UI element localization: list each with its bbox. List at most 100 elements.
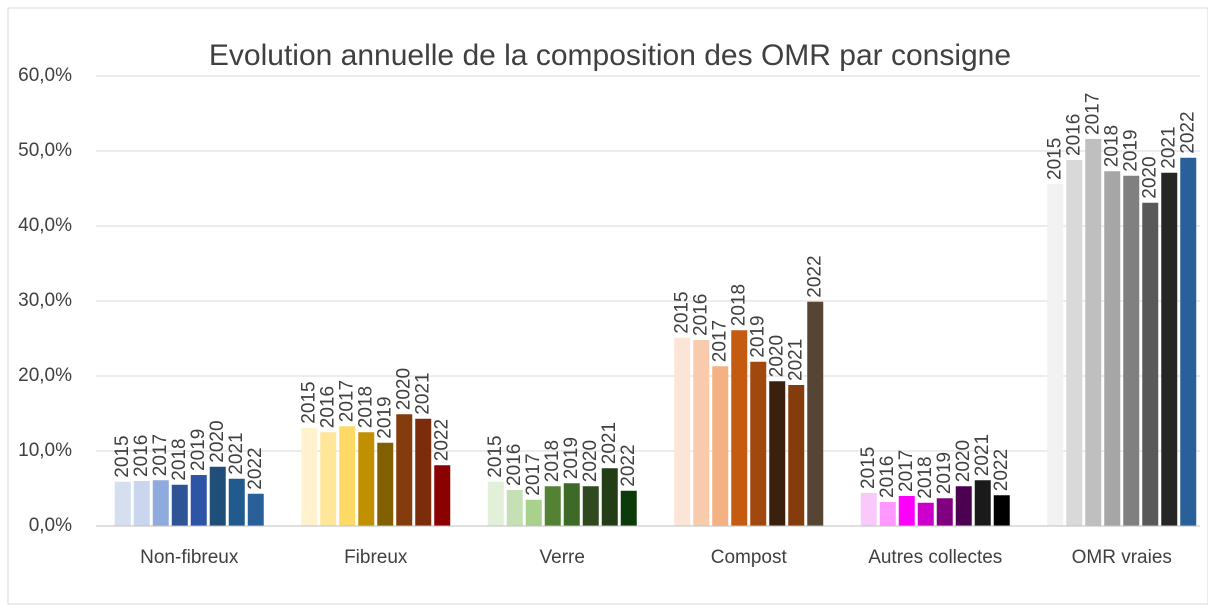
data-label: 2015 xyxy=(298,381,319,423)
data-label: 2016 xyxy=(504,444,525,486)
data-label: 2021 xyxy=(785,339,806,381)
data-label: 2016 xyxy=(131,435,152,477)
bar xyxy=(974,480,991,526)
bar xyxy=(917,502,934,526)
data-label: 2020 xyxy=(580,440,601,482)
data-label: 2018 xyxy=(728,284,749,326)
data-label: 2015 xyxy=(485,435,506,477)
data-label: 2021 xyxy=(1158,126,1179,168)
bar xyxy=(1180,157,1197,526)
bar xyxy=(487,481,504,526)
bar xyxy=(1104,171,1121,526)
y-tick-label: 0,0% xyxy=(29,515,72,536)
y-tick-label: 10,0% xyxy=(18,440,72,461)
x-tick-label: Compost xyxy=(711,547,788,568)
bar xyxy=(879,502,896,526)
data-label: 2018 xyxy=(1101,125,1122,167)
x-tick-label: OMR vraies xyxy=(1072,547,1172,568)
data-label: 2021 xyxy=(412,372,433,414)
data-label: 2016 xyxy=(317,386,338,428)
data-label: 2022 xyxy=(618,444,639,486)
y-tick-label: 50,0% xyxy=(18,140,72,161)
data-label: 2017 xyxy=(709,320,730,362)
data-label: 2019 xyxy=(1120,129,1141,171)
bar xyxy=(750,361,767,526)
data-label: 2017 xyxy=(150,434,171,476)
bar xyxy=(506,490,523,526)
data-label: 2017 xyxy=(336,380,357,422)
x-tick-label: Autres collectes xyxy=(868,547,1002,568)
bar xyxy=(1161,172,1178,526)
data-label: 2016 xyxy=(690,294,711,336)
bar xyxy=(301,427,318,526)
bar xyxy=(936,498,953,526)
bar xyxy=(693,340,710,526)
bar xyxy=(1142,202,1159,526)
bar xyxy=(620,490,637,526)
bar xyxy=(563,483,580,526)
data-label: 2019 xyxy=(374,396,395,438)
y-tick-label: 30,0% xyxy=(18,290,72,311)
bar xyxy=(731,330,748,526)
x-tick-label: Non-fibreux xyxy=(140,547,239,568)
bar xyxy=(807,301,824,526)
data-label: 2020 xyxy=(1139,156,1160,198)
x-tick-label: Fibreux xyxy=(344,547,408,568)
data-label: 2015 xyxy=(1044,138,1065,180)
data-label: 2017 xyxy=(523,453,544,495)
bar xyxy=(955,486,972,526)
bar xyxy=(190,475,207,526)
bar xyxy=(860,493,877,526)
bar xyxy=(152,480,169,526)
data-label: 2015 xyxy=(671,291,692,333)
chart-border xyxy=(7,7,1208,605)
bar xyxy=(898,496,915,526)
bar xyxy=(339,426,356,526)
data-label: 2019 xyxy=(747,315,768,357)
data-label: 2020 xyxy=(207,420,228,462)
bar xyxy=(544,486,561,526)
data-label: 2015 xyxy=(112,435,133,477)
bar xyxy=(415,418,432,526)
bar xyxy=(114,481,131,526)
bar xyxy=(434,465,451,526)
bar xyxy=(525,499,542,526)
data-label: 2021 xyxy=(972,434,993,476)
bar xyxy=(788,385,805,526)
data-label: 2021 xyxy=(226,432,247,474)
y-tick-label: 60,0% xyxy=(18,65,72,86)
data-label: 2022 xyxy=(804,255,825,297)
data-label: 2019 xyxy=(561,437,582,479)
bar xyxy=(993,495,1010,526)
bar xyxy=(712,366,729,526)
bar xyxy=(396,414,413,526)
data-label: 2015 xyxy=(858,447,879,489)
x-tick-label: Verre xyxy=(540,547,585,568)
bar xyxy=(1085,139,1102,526)
data-label: 2020 xyxy=(393,368,414,410)
bar xyxy=(1066,160,1083,526)
data-label: 2019 xyxy=(188,429,209,471)
data-label: 2022 xyxy=(431,419,452,461)
y-tick-label: 20,0% xyxy=(18,365,72,386)
bar xyxy=(171,484,188,526)
data-label: 2018 xyxy=(355,386,376,428)
bar xyxy=(320,432,337,526)
y-tick-label: 40,0% xyxy=(18,215,72,236)
bar xyxy=(133,481,150,526)
chart-title: Evolution annuelle de la composition des… xyxy=(209,39,1011,72)
bar xyxy=(674,337,691,526)
bar xyxy=(582,486,599,526)
data-label: 2020 xyxy=(953,440,974,482)
bar xyxy=(769,381,786,526)
bar xyxy=(358,432,375,526)
bar xyxy=(1123,175,1140,526)
data-label: 2022 xyxy=(991,449,1012,491)
bar xyxy=(377,442,394,526)
data-label: 2018 xyxy=(542,440,563,482)
data-label: 2018 xyxy=(169,438,190,480)
data-label: 2019 xyxy=(934,452,955,494)
bar xyxy=(228,478,245,526)
data-label: 2020 xyxy=(766,335,787,377)
